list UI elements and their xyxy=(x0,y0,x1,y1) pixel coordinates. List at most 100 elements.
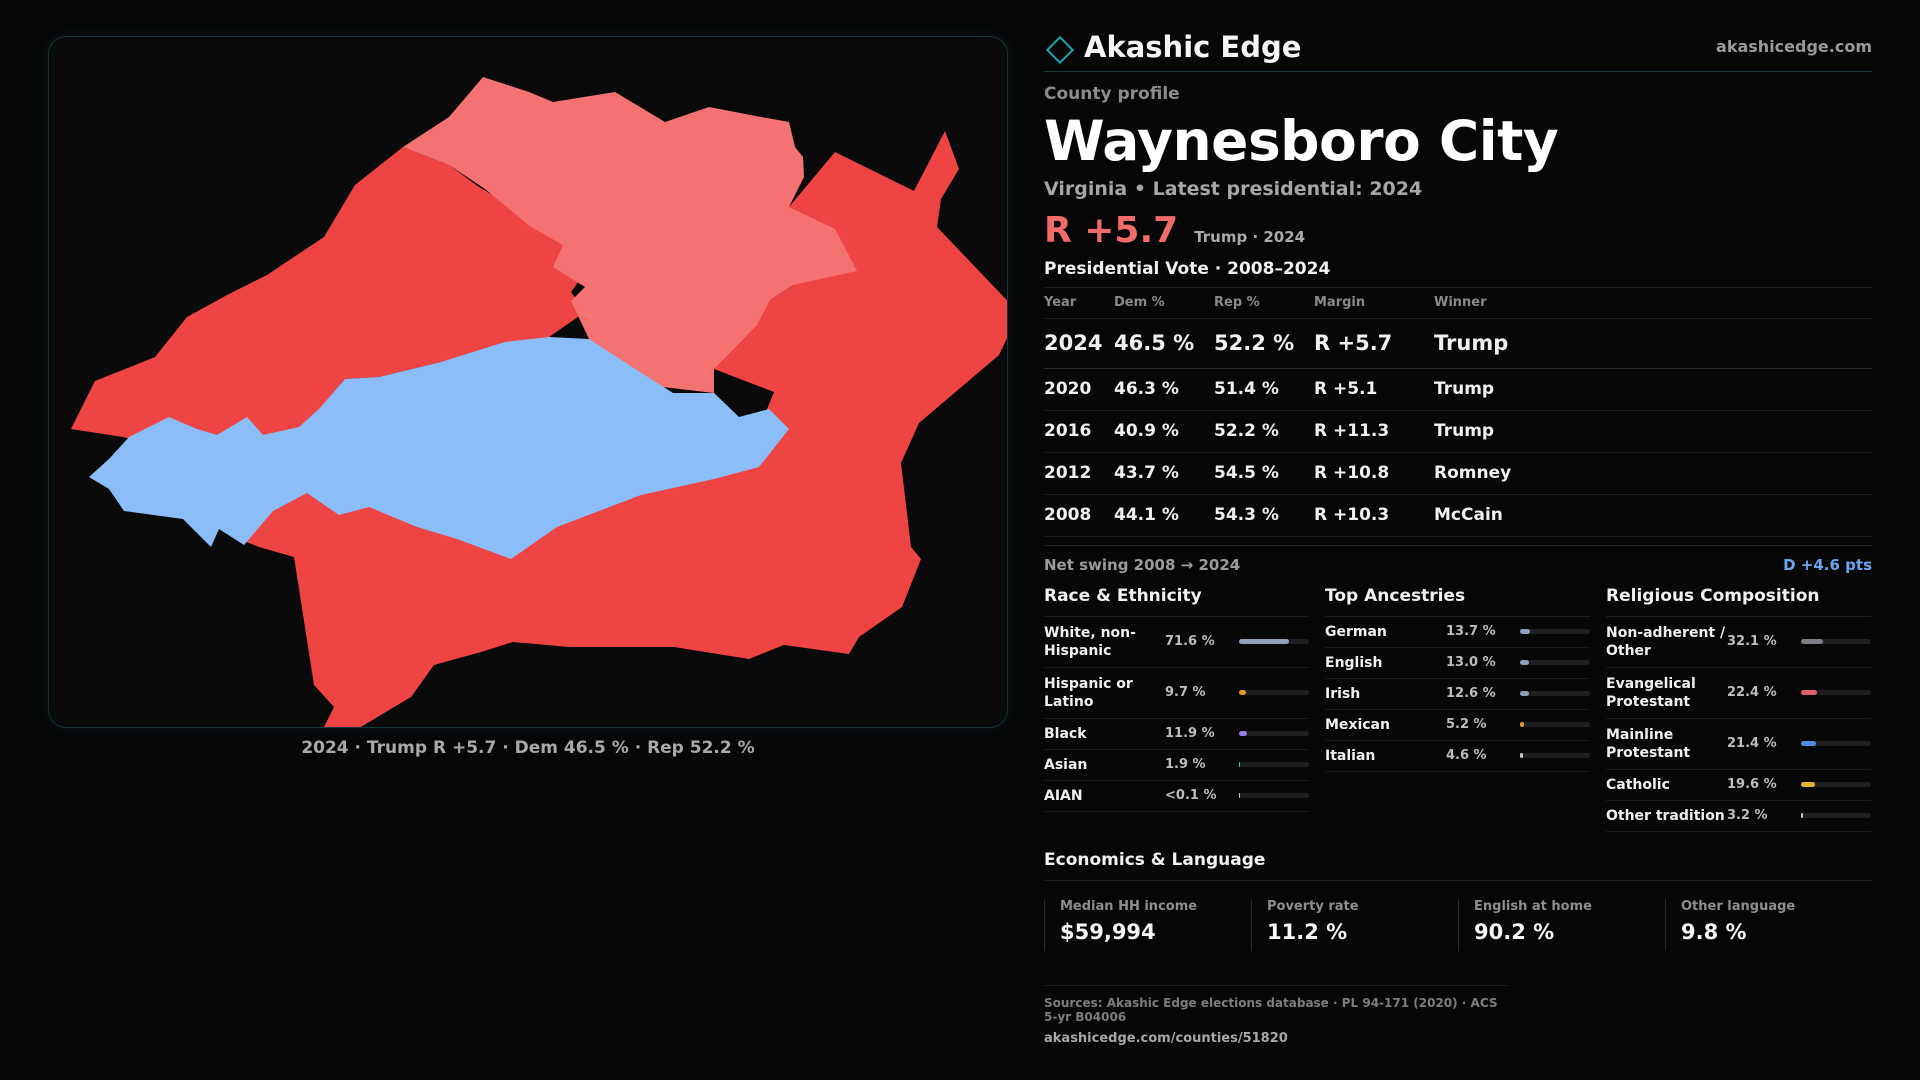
religion-value: 19.6 % xyxy=(1727,777,1777,792)
header-dem: Dem % xyxy=(1114,288,1214,319)
ancestry-label: English xyxy=(1325,654,1383,671)
religion-label: Mainline Protestant xyxy=(1606,726,1691,761)
economics-title: Economics & Language xyxy=(1044,850,1872,881)
county-title: Waynesboro City xyxy=(1044,109,1559,173)
race-bar-fill xyxy=(1239,793,1241,798)
religion-bar xyxy=(1801,741,1871,746)
table-row: 2016 40.9 % 52.2 % R +11.3 Trump xyxy=(1044,410,1872,453)
list-item: Black 11.9 % xyxy=(1044,719,1309,750)
econ-label: Median HH income xyxy=(1060,898,1198,914)
row-margin: R +11.3 xyxy=(1314,410,1434,453)
row-dem: 44.1 % xyxy=(1114,494,1214,537)
header-winner: Winner xyxy=(1434,288,1872,319)
sources-footer: Sources: Akashic Edge elections database… xyxy=(1044,984,1508,1046)
row-margin: R +5.1 xyxy=(1314,368,1434,411)
row-rep: 54.5 % xyxy=(1214,452,1314,495)
ancestry-bar-fill xyxy=(1520,691,1529,696)
row-year: 2016 xyxy=(1044,410,1114,453)
religion-value: 32.1 % xyxy=(1727,634,1777,649)
headline-result: R +5.7 Trump · 2024 xyxy=(1044,210,1872,251)
religion-bar-fill xyxy=(1801,782,1815,787)
ancestry-label: Irish xyxy=(1325,685,1361,702)
race-value: 9.7 % xyxy=(1165,685,1206,700)
race-bar-fill xyxy=(1239,731,1248,736)
list-item: Catholic 19.6 % xyxy=(1606,770,1871,801)
vote-section-title: Presidential Vote · 2008–2024 xyxy=(1044,259,1872,288)
list-item: Italian 4.6 % xyxy=(1325,741,1590,772)
net-swing: Net swing 2008 → 2024 D +4.6 pts xyxy=(1044,544,1872,574)
table-row: 2020 46.3 % 51.4 % R +5.1 Trump xyxy=(1044,368,1872,411)
econ-value: 90.2 % xyxy=(1474,919,1555,944)
race-bar xyxy=(1239,762,1309,767)
swing-value: D +4.6 pts xyxy=(1783,555,1872,574)
ancestry-bar-fill xyxy=(1520,660,1530,665)
ancestry-label: Mexican xyxy=(1325,716,1390,733)
econ-card-income: Median HH income $59,994 xyxy=(1044,898,1251,951)
list-item: White, non-Hispanic 71.6 % xyxy=(1044,617,1309,668)
table-row: 2008 44.1 % 54.3 % R +10.3 McCain xyxy=(1044,494,1872,537)
brand-url-link[interactable]: akashicedge.com xyxy=(1716,37,1872,56)
county-url-link[interactable]: akashicedge.com/counties/51820 xyxy=(1044,1030,1288,1046)
economics-cards: Median HH income $59,994 Poverty rate 11… xyxy=(1044,898,1872,951)
ancestry-column: Top Ancestries German 13.7 % English 13.… xyxy=(1325,586,1590,832)
ancestry-bar xyxy=(1520,629,1590,634)
race-label: AIAN xyxy=(1044,787,1083,804)
row-year: 2020 xyxy=(1044,368,1114,411)
race-value: 1.9 % xyxy=(1165,757,1206,772)
row-rep: 52.2 % xyxy=(1214,318,1314,369)
list-item: Other tradition 3.2 % xyxy=(1606,801,1871,832)
precinct-northwest[interactable] xyxy=(71,147,589,451)
header-rep: Rep % xyxy=(1214,288,1314,319)
row-rep: 51.4 % xyxy=(1214,368,1314,411)
row-winner: Romney xyxy=(1434,452,1872,495)
row-margin: R +10.3 xyxy=(1314,494,1434,537)
econ-value: 9.8 % xyxy=(1681,919,1747,944)
ancestry-title: Top Ancestries xyxy=(1325,586,1590,617)
econ-label: Other language xyxy=(1681,898,1796,914)
religion-bar xyxy=(1801,639,1871,644)
religion-label: Other tradition xyxy=(1606,807,1725,824)
sources-text: Sources: Akashic Edge elections database… xyxy=(1044,995,1498,1024)
religion-bar-fill xyxy=(1801,741,1816,746)
list-item: Non-adherent / Other 32.1 % xyxy=(1606,617,1871,668)
row-year: 2024 xyxy=(1044,318,1114,369)
county-map[interactable] xyxy=(48,36,1008,728)
header-margin: Margin xyxy=(1314,288,1434,319)
row-year: 2012 xyxy=(1044,452,1114,495)
presidential-vote-table: Year Dem % Rep % Margin Winner 2024 46.5… xyxy=(1044,288,1872,537)
econ-value: 11.2 % xyxy=(1267,919,1348,944)
list-item: English 13.0 % xyxy=(1325,648,1590,679)
diamond-logo-icon xyxy=(1045,35,1075,64)
ancestry-value: 13.0 % xyxy=(1446,655,1496,670)
row-dem: 46.3 % xyxy=(1114,368,1214,411)
list-item: AIAN <0.1 % xyxy=(1044,781,1309,812)
race-label: Hispanic or Latino xyxy=(1044,675,1133,710)
econ-card-other-language: Other language 9.8 % xyxy=(1665,898,1872,951)
ancestry-value: 12.6 % xyxy=(1446,686,1496,701)
precinct-north[interactable] xyxy=(403,77,857,393)
religion-column: Religious Composition Non-adherent / Oth… xyxy=(1606,586,1871,832)
ancestry-bar-fill xyxy=(1520,753,1524,758)
row-winner: McCain xyxy=(1434,494,1872,537)
religion-value: 21.4 % xyxy=(1727,736,1777,751)
headline-note: Trump · 2024 xyxy=(1194,228,1306,246)
row-year: 2008 xyxy=(1044,494,1114,537)
religion-bar-fill xyxy=(1801,813,1804,818)
ancestry-value: 4.6 % xyxy=(1446,748,1487,763)
brand-logo[interactable]: Akashic Edge xyxy=(1044,30,1301,64)
econ-value: $59,994 xyxy=(1060,919,1156,944)
race-bar-fill xyxy=(1239,762,1241,767)
row-margin: R +10.8 xyxy=(1314,452,1434,495)
county-profile-panel: Akashic Edge akashicedge.com County prof… xyxy=(1044,28,1872,1046)
econ-label: English at home xyxy=(1474,898,1592,914)
row-margin: R +5.7 xyxy=(1314,318,1434,369)
precinct-map[interactable] xyxy=(49,37,1008,728)
swing-label: Net swing 2008 → 2024 xyxy=(1044,555,1241,574)
ancestry-label: German xyxy=(1325,623,1387,640)
row-dem: 43.7 % xyxy=(1114,452,1214,495)
ancestry-bar xyxy=(1520,722,1590,727)
race-bar xyxy=(1239,639,1309,644)
race-label: Black xyxy=(1044,725,1087,742)
brand-header: Akashic Edge akashicedge.com xyxy=(1044,28,1872,72)
precinct-central[interactable] xyxy=(89,337,789,559)
